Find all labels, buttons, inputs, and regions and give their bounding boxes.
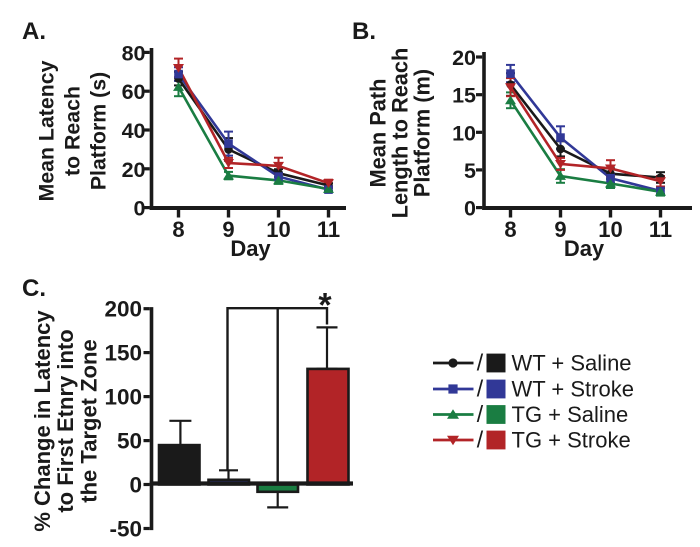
svg-text:WT + Stroke: WT + Stroke	[512, 377, 634, 402]
svg-text:10: 10	[266, 217, 290, 242]
svg-text:50: 50	[117, 429, 142, 454]
svg-text:11: 11	[649, 217, 672, 242]
svg-text:40: 40	[122, 119, 146, 143]
svg-text:TG + Saline: TG + Saline	[512, 402, 629, 427]
svg-text:0: 0	[464, 197, 476, 221]
svg-text:/: /	[477, 376, 484, 402]
svg-text:C.: C.	[22, 275, 46, 302]
svg-text:15: 15	[452, 84, 476, 108]
svg-text:10: 10	[452, 121, 476, 145]
svg-text:100: 100	[104, 385, 142, 410]
svg-text:B.: B.	[352, 18, 376, 45]
svg-text:Mean Latency: Mean Latency	[35, 60, 59, 201]
svg-text:Day: Day	[564, 236, 605, 261]
svg-text:% Change in Latency: % Change in Latency	[30, 310, 55, 532]
svg-text:the Target Zone: the Target Zone	[77, 339, 102, 502]
svg-text:Mean Path: Mean Path	[366, 78, 391, 187]
svg-text:200: 200	[104, 297, 142, 322]
svg-text:A.: A.	[22, 18, 46, 45]
svg-text:Length to Reach: Length to Reach	[388, 48, 413, 219]
svg-text:Platform (s): Platform (s)	[87, 72, 111, 190]
svg-text:/: /	[477, 401, 484, 427]
svg-text:11: 11	[317, 217, 340, 242]
svg-text:to First Etnry into: to First Etnry into	[53, 329, 78, 512]
svg-text:*: *	[318, 287, 332, 325]
svg-text:WT + Saline: WT + Saline	[512, 351, 632, 376]
svg-text:8: 8	[504, 217, 516, 242]
svg-text:TG + Stroke: TG + Stroke	[512, 428, 631, 453]
svg-text:9: 9	[222, 217, 234, 242]
svg-text:Day: Day	[230, 236, 271, 261]
svg-text:0: 0	[134, 197, 146, 221]
svg-text:Platform (m): Platform (m)	[410, 69, 435, 197]
svg-text:8: 8	[172, 217, 184, 242]
svg-text:20: 20	[122, 158, 146, 182]
svg-text:80: 80	[122, 41, 146, 65]
svg-text:-50: -50	[109, 516, 142, 541]
svg-text:to Reach: to Reach	[61, 86, 85, 176]
svg-text:/: /	[477, 350, 484, 376]
svg-text:20: 20	[452, 46, 476, 70]
svg-text:9: 9	[554, 217, 566, 242]
svg-text:0: 0	[129, 473, 142, 498]
svg-text:150: 150	[104, 341, 142, 366]
svg-text:10: 10	[598, 217, 622, 242]
svg-text:/: /	[477, 427, 484, 453]
svg-text:60: 60	[122, 80, 146, 104]
svg-text:5: 5	[464, 159, 476, 183]
